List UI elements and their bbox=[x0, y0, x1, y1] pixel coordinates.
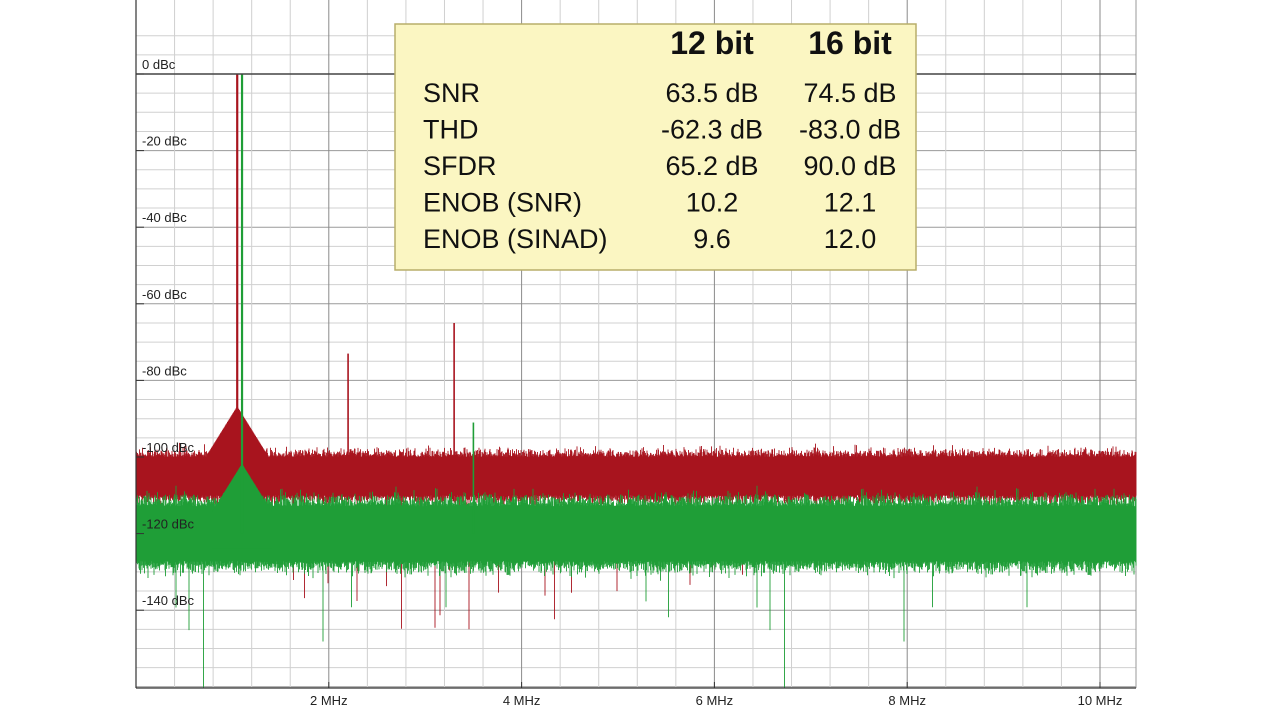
metrics-table-box bbox=[394, 23, 917, 271]
series-layer bbox=[135, 74, 1137, 688]
y-tick-label: -40 dBc bbox=[142, 210, 187, 225]
x-tick-label: 2 MHz bbox=[310, 693, 348, 708]
x-tick-label: 4 MHz bbox=[503, 693, 541, 708]
x-tick-label: 10 MHz bbox=[1078, 693, 1123, 708]
series-1-noise bbox=[135, 485, 1137, 688]
table-row-label: THD bbox=[423, 115, 479, 145]
table-cell: 90.0 dB bbox=[803, 151, 896, 181]
series-0-fundamental-skirt bbox=[206, 406, 268, 492]
table-row-label: ENOB (SINAD) bbox=[423, 224, 608, 254]
y-tick-label: 0 dBc bbox=[142, 57, 176, 72]
table-column-header: 12 bit bbox=[670, 25, 754, 61]
axes: 0 dBc -20 dBc -40 dBc -60 dBc -80 dBc -100 dB… bbox=[135, 0, 1136, 708]
y-tick-label: -80 dBc bbox=[142, 363, 187, 378]
table-row-label: SFDR bbox=[423, 151, 497, 181]
metrics-table: 12 bit 16 bit SNR 63.5 dB 74.5 dB THD -62.3 dB… bbox=[394, 23, 917, 271]
table-cell: 9.6 bbox=[693, 224, 731, 254]
y-tick-label: -120 dBc bbox=[142, 517, 195, 532]
series-0 bbox=[135, 74, 1137, 630]
y-tick-label: -20 dBc bbox=[142, 134, 187, 149]
table-cell: 74.5 dB bbox=[803, 78, 896, 108]
table-row-label: SNR bbox=[423, 78, 480, 108]
y-tick-label: -140 dBc bbox=[142, 593, 195, 608]
table-cell: 12.0 bbox=[824, 224, 877, 254]
table-cell: 12.1 bbox=[824, 188, 877, 218]
table-cell: -62.3 dB bbox=[661, 115, 763, 145]
x-tick-label: 6 MHz bbox=[696, 693, 734, 708]
table-cell: 63.5 dB bbox=[665, 78, 758, 108]
x-tick-label: 8 MHz bbox=[888, 693, 926, 708]
table-cell: -83.0 dB bbox=[799, 115, 901, 145]
y-tick-label: -100 dBc bbox=[142, 440, 195, 455]
series-1-fundamental-skirt bbox=[211, 464, 272, 549]
table-cell: 65.2 dB bbox=[665, 151, 758, 181]
table-cell: 10.2 bbox=[686, 188, 739, 218]
y-tick-label: -60 dBc bbox=[142, 287, 187, 302]
table-column-header: 16 bit bbox=[808, 25, 892, 61]
table-row-label: ENOB (SNR) bbox=[423, 188, 582, 218]
